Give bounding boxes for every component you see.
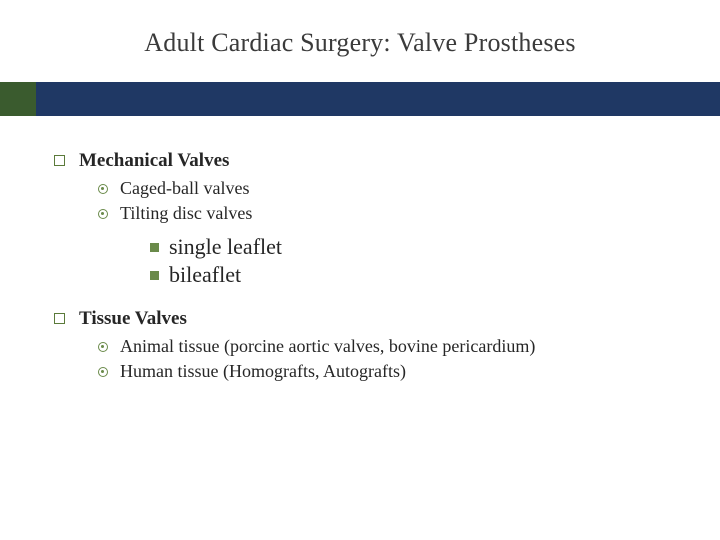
header-band [0,82,720,116]
section-heading: Tissue Valves [54,308,680,330]
circle-bullet-icon [98,342,108,352]
sub-list-item-text: single leaflet [169,234,282,260]
square-bullet-icon [54,155,65,166]
content-area: Mechanical Valves Caged-ball valves Tilt… [54,150,680,392]
list-item-text: Animal tissue (porcine aortic valves, bo… [120,336,535,357]
title-region: Adult Cardiac Surgery: Valve Prostheses [0,0,720,58]
square-bullet-icon [54,313,65,324]
list-item-text: Tilting disc valves [120,203,252,224]
section-heading: Mechanical Valves [54,150,680,172]
circle-bullet-icon [98,184,108,194]
sub-list-item-text: bileaflet [169,262,241,288]
sub-list-item: bileaflet [150,262,680,288]
square-fill-bullet-icon [150,271,159,280]
circle-bullet-icon [98,209,108,219]
list-item-text: Human tissue (Homografts, Autografts) [120,361,406,382]
section-heading-text: Mechanical Valves [79,150,229,172]
circle-bullet-icon [98,367,108,377]
slide-title: Adult Cardiac Surgery: Valve Prostheses [0,28,720,58]
square-fill-bullet-icon [150,243,159,252]
list-item: Tilting disc valves [98,203,680,224]
item-group: Caged-ball valves Tilting disc valves [98,178,680,224]
list-item: Human tissue (Homografts, Autografts) [98,361,680,382]
list-item-text: Caged-ball valves [120,178,249,199]
list-item: Caged-ball valves [98,178,680,199]
subitem-group: single leaflet bileaflet [150,234,680,288]
section-heading-text: Tissue Valves [79,308,187,330]
item-group: Animal tissue (porcine aortic valves, bo… [98,336,680,382]
header-band-accent [0,82,36,116]
sub-list-item: single leaflet [150,234,680,260]
list-item: Animal tissue (porcine aortic valves, bo… [98,336,680,357]
